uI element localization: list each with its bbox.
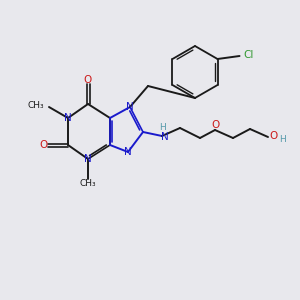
Text: CH₃: CH₃: [80, 179, 96, 188]
Text: N: N: [126, 102, 134, 112]
Text: N: N: [124, 147, 132, 157]
Text: O: O: [40, 140, 48, 150]
Text: H: H: [279, 136, 285, 145]
Text: O: O: [84, 75, 92, 85]
Text: N: N: [161, 132, 169, 142]
Text: N: N: [64, 113, 72, 123]
Text: N: N: [84, 154, 92, 164]
Text: CH₃: CH₃: [27, 101, 44, 110]
Text: H: H: [160, 124, 167, 133]
Text: O: O: [212, 120, 220, 130]
Text: O: O: [269, 131, 277, 141]
Text: Cl: Cl: [243, 50, 254, 60]
